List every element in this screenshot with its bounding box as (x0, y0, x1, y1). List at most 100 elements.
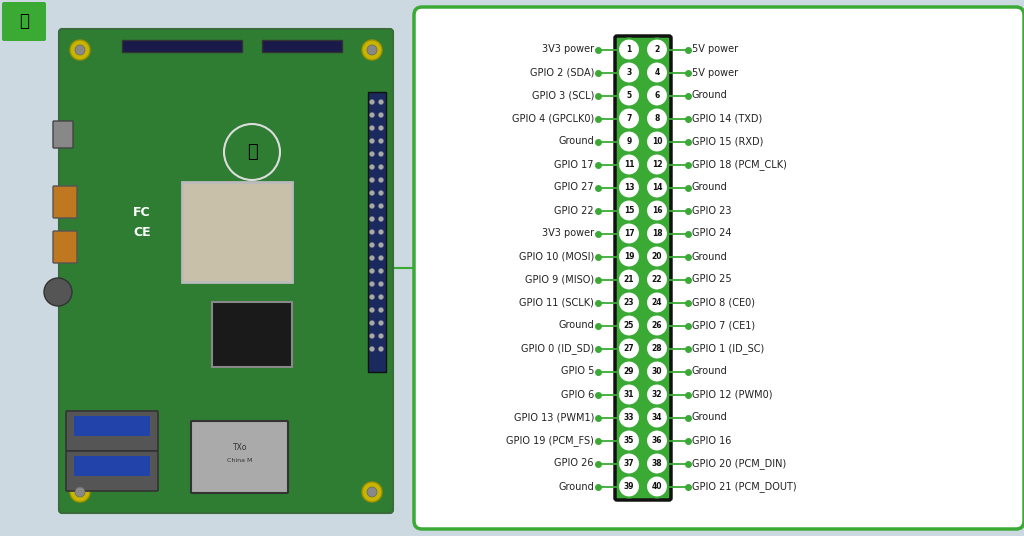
Circle shape (370, 242, 375, 248)
Text: 26: 26 (651, 321, 663, 330)
Bar (122, 40, 242, 52)
Circle shape (367, 45, 377, 55)
Text: 20: 20 (651, 252, 663, 261)
Text: Ground: Ground (692, 182, 728, 192)
Text: GPIO 17: GPIO 17 (555, 160, 594, 169)
Text: 5V power: 5V power (692, 68, 738, 78)
Circle shape (370, 346, 375, 352)
Circle shape (70, 40, 90, 60)
Circle shape (646, 452, 668, 474)
Circle shape (70, 482, 90, 502)
Circle shape (379, 177, 384, 182)
Text: 34: 34 (651, 413, 663, 422)
Circle shape (370, 217, 375, 221)
Circle shape (646, 62, 668, 84)
Circle shape (379, 165, 384, 169)
Circle shape (646, 108, 668, 130)
Circle shape (379, 242, 384, 248)
Text: 22: 22 (651, 275, 663, 284)
Circle shape (379, 229, 384, 235)
Text: GPIO 2 (SDA): GPIO 2 (SDA) (529, 68, 594, 78)
Text: GPIO 9 (MISO): GPIO 9 (MISO) (525, 274, 594, 285)
Text: GPIO 8 (CE0): GPIO 8 (CE0) (692, 297, 755, 308)
FancyBboxPatch shape (414, 7, 1024, 529)
FancyBboxPatch shape (191, 421, 288, 493)
Text: 1: 1 (627, 45, 632, 54)
Text: GPIO 0 (ID_SD): GPIO 0 (ID_SD) (521, 343, 594, 354)
Circle shape (646, 199, 668, 221)
Text: 12: 12 (651, 160, 663, 169)
Text: GPIO 3 (SCL): GPIO 3 (SCL) (531, 91, 594, 101)
Circle shape (646, 222, 668, 244)
Text: 🤘: 🤘 (19, 12, 29, 30)
Text: 28: 28 (651, 344, 663, 353)
Circle shape (370, 333, 375, 339)
Circle shape (646, 153, 668, 175)
Text: GPIO 26: GPIO 26 (555, 458, 594, 468)
Circle shape (618, 338, 640, 360)
Circle shape (646, 39, 668, 61)
Text: GPIO 7 (CE1): GPIO 7 (CE1) (692, 321, 755, 331)
Circle shape (646, 85, 668, 107)
Circle shape (618, 429, 640, 451)
Circle shape (618, 85, 640, 107)
Text: GPIO 24: GPIO 24 (692, 228, 731, 239)
Text: GPIO 5: GPIO 5 (560, 367, 594, 376)
Text: Ground: Ground (692, 367, 728, 376)
Circle shape (370, 125, 375, 130)
Text: 33: 33 (624, 413, 634, 422)
Text: GPIO 6: GPIO 6 (561, 390, 594, 399)
Bar (182, 182, 292, 282)
Circle shape (618, 361, 640, 383)
Text: 4: 4 (654, 68, 659, 77)
Circle shape (370, 165, 375, 169)
Circle shape (370, 229, 375, 235)
Circle shape (618, 108, 640, 130)
Text: 8: 8 (654, 114, 659, 123)
Text: 25: 25 (624, 321, 634, 330)
Text: GPIO 4 (GPCLK0): GPIO 4 (GPCLK0) (512, 114, 594, 123)
Circle shape (370, 113, 375, 117)
Text: 14: 14 (651, 183, 663, 192)
Text: 39: 39 (624, 482, 634, 491)
Circle shape (646, 176, 668, 198)
Circle shape (379, 294, 384, 300)
Text: GPIO 13 (PWM1): GPIO 13 (PWM1) (514, 413, 594, 422)
Circle shape (618, 176, 640, 198)
Circle shape (370, 190, 375, 196)
Text: FC: FC (133, 205, 151, 219)
Text: GPIO 18 (PCM_CLK): GPIO 18 (PCM_CLK) (692, 159, 786, 170)
Circle shape (618, 269, 640, 291)
Text: 37: 37 (624, 459, 634, 468)
Circle shape (618, 153, 640, 175)
Text: 🍓: 🍓 (247, 143, 257, 161)
Circle shape (370, 269, 375, 273)
Text: 2: 2 (654, 45, 659, 54)
Circle shape (618, 199, 640, 221)
Circle shape (379, 113, 384, 117)
Circle shape (370, 256, 375, 260)
Circle shape (379, 100, 384, 105)
Circle shape (379, 308, 384, 312)
Circle shape (362, 482, 382, 502)
Circle shape (370, 294, 375, 300)
Bar (74, 416, 150, 436)
Text: 3: 3 (627, 68, 632, 77)
Text: 3V3 power: 3V3 power (542, 44, 594, 55)
Text: China M: China M (227, 458, 253, 463)
Text: 9: 9 (627, 137, 632, 146)
Text: GPIO 10 (MOSI): GPIO 10 (MOSI) (519, 251, 594, 262)
Text: Ground: Ground (558, 481, 594, 492)
Circle shape (646, 245, 668, 267)
FancyBboxPatch shape (66, 411, 158, 451)
Text: TXo: TXo (232, 443, 247, 451)
Circle shape (379, 269, 384, 273)
Text: GPIO 14 (TXD): GPIO 14 (TXD) (692, 114, 762, 123)
Text: Ground: Ground (692, 251, 728, 262)
Text: GPIO 21 (PCM_DOUT): GPIO 21 (PCM_DOUT) (692, 481, 797, 492)
Text: GPIO 1 (ID_SC): GPIO 1 (ID_SC) (692, 343, 764, 354)
Text: GPIO 19 (PCM_FS): GPIO 19 (PCM_FS) (506, 435, 594, 446)
Circle shape (618, 39, 640, 61)
Text: GPIO 15 (RXD): GPIO 15 (RXD) (692, 137, 763, 146)
Text: 30: 30 (651, 367, 663, 376)
